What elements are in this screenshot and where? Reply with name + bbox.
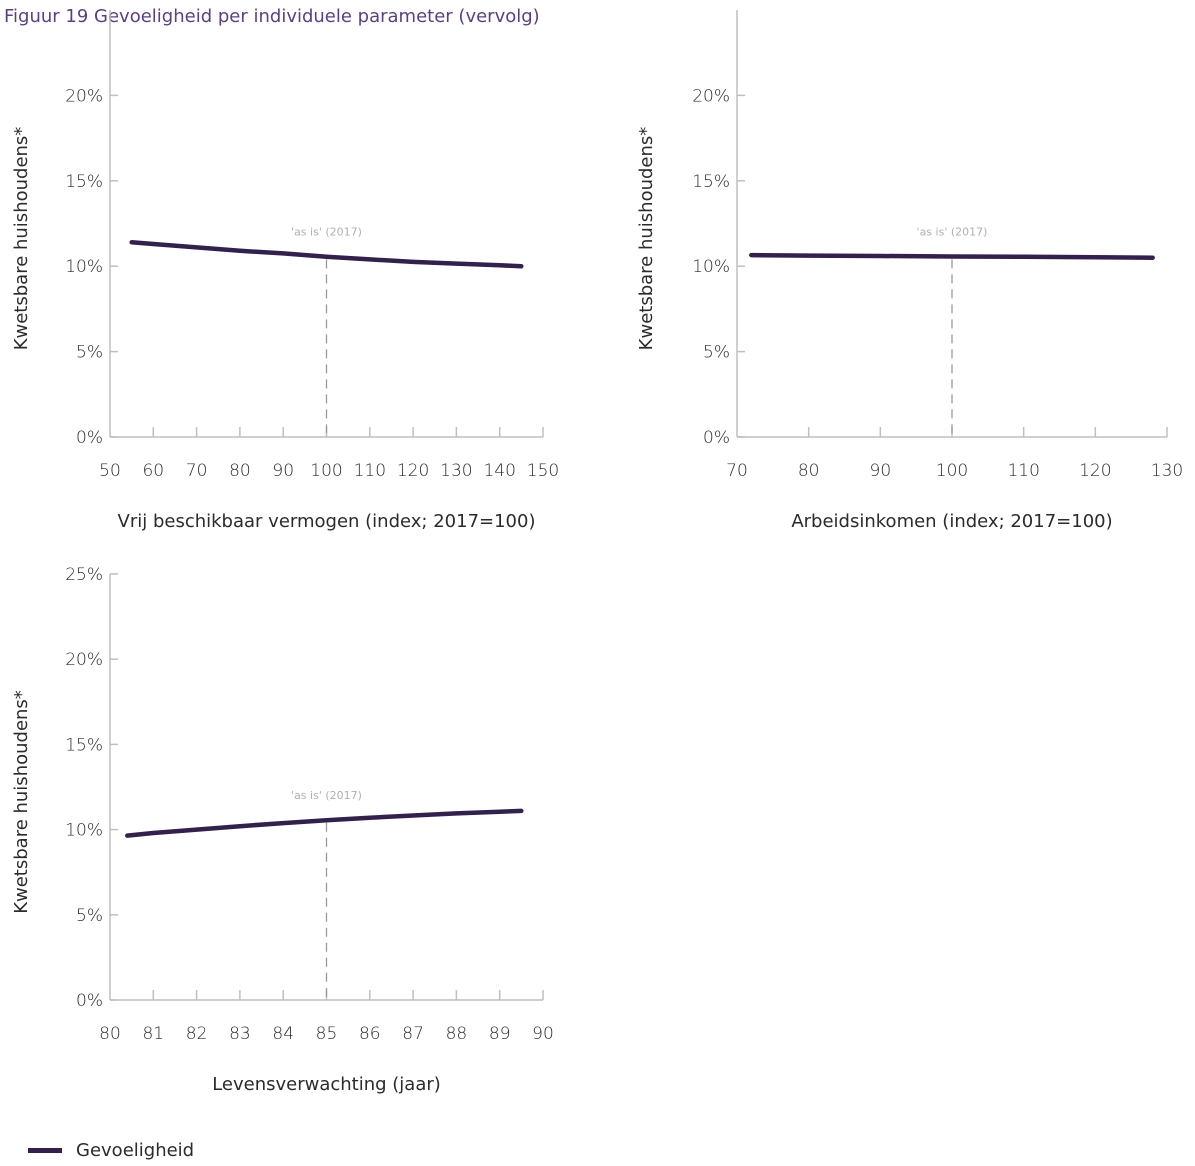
x-tick-label: 80 [229, 461, 251, 481]
y-tick-label: 20% [65, 86, 103, 106]
x-tick-label: 84 [272, 1024, 294, 1044]
x-axis-title: Vrij beschikbaar vermogen (index; 2017=1… [118, 511, 536, 532]
figure-title: Figuur 19 Gevoeligheid per individuele p… [4, 6, 540, 27]
x-tick-label: 87 [402, 1024, 424, 1044]
x-tick-label: 110 [354, 461, 386, 481]
x-tick-label: 120 [397, 461, 429, 481]
x-tick-label: 89 [489, 1024, 511, 1044]
x-tick-label: 150 [527, 461, 559, 481]
x-tick-label: 140 [483, 461, 515, 481]
y-tick-label: 5% [703, 343, 730, 363]
y-tick-label: 20% [65, 650, 103, 670]
x-tick-label: 130 [1151, 461, 1183, 481]
y-tick-label: 25% [65, 565, 103, 585]
x-tick-label: 90 [870, 461, 892, 481]
x-axis-title: Levensverwachting (jaar) [212, 1074, 441, 1095]
x-axis-title: Arbeidsinkomen (index; 2017=100) [791, 511, 1112, 532]
y-axis-title: Kwetsbare huishoudens* [11, 690, 32, 914]
x-tick-label: 120 [1079, 461, 1111, 481]
x-tick-label: 80 [798, 461, 820, 481]
x-tick-label: 80 [99, 1024, 121, 1044]
y-tick-label: 15% [65, 172, 103, 192]
x-tick-label: 81 [142, 1024, 164, 1044]
legend: Gevoeligheid [28, 1140, 194, 1161]
y-tick-label: 0% [76, 991, 103, 1011]
y-tick-label: 10% [65, 821, 103, 841]
x-tick-label: 100 [310, 461, 342, 481]
x-tick-label: 70 [186, 461, 208, 481]
y-tick-label: 10% [692, 257, 730, 277]
x-tick-label: 60 [142, 461, 164, 481]
y-tick-label: 20% [692, 86, 730, 106]
y-tick-label: 15% [65, 735, 103, 755]
x-tick-label: 88 [446, 1024, 468, 1044]
y-axis-title: Kwetsbare huishoudens* [636, 127, 657, 351]
legend-label: Gevoeligheid [76, 1140, 195, 1161]
x-tick-label: 50 [99, 461, 121, 481]
y-tick-label: 5% [76, 906, 103, 926]
legend-swatch [28, 1148, 62, 1153]
y-tick-label: 5% [76, 343, 103, 363]
x-tick-label: 130 [440, 461, 472, 481]
as-is-annotation: 'as is' (2017) [917, 225, 988, 238]
x-tick-label: 83 [229, 1024, 251, 1044]
y-tick-label: 15% [692, 172, 730, 192]
x-tick-label: 82 [186, 1024, 208, 1044]
series-line-gevoeligheid [749, 252, 1155, 260]
x-tick-label: 90 [532, 1024, 554, 1044]
as-is-annotation: 'as is' (2017) [291, 789, 362, 802]
y-tick-label: 0% [76, 428, 103, 448]
x-tick-label: 70 [726, 461, 748, 481]
y-axis-title: Kwetsbare huishoudens* [11, 127, 32, 351]
x-tick-label: 86 [359, 1024, 381, 1044]
x-tick-label: 85 [316, 1024, 338, 1044]
series-line-gevoeligheid [125, 808, 524, 838]
x-tick-label: 100 [936, 461, 968, 481]
x-tick-label: 90 [272, 461, 294, 481]
series-line-gevoeligheid [129, 240, 524, 269]
y-tick-label: 10% [65, 257, 103, 277]
y-tick-label: 0% [703, 428, 730, 448]
x-tick-label: 110 [1007, 461, 1039, 481]
as-is-annotation: 'as is' (2017) [291, 225, 362, 238]
